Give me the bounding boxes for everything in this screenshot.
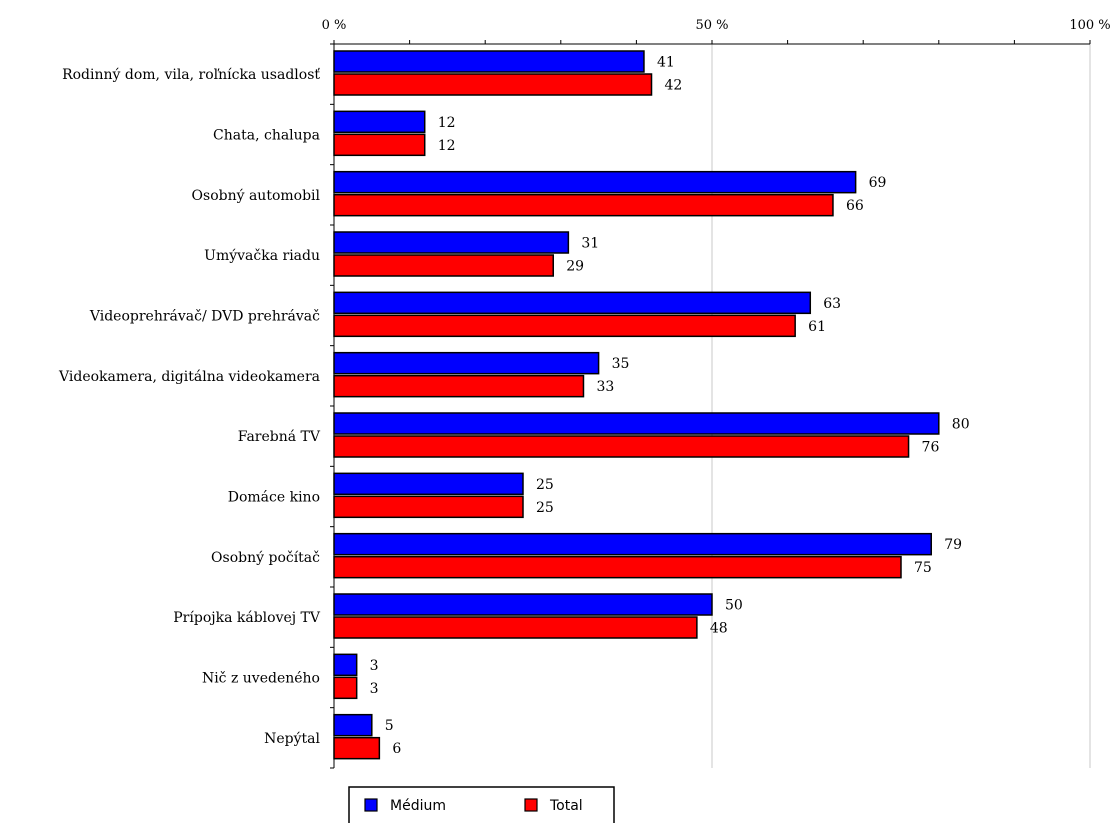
bars bbox=[333, 50, 940, 760]
data-label: 61 bbox=[808, 319, 826, 335]
grid-lines bbox=[711, 44, 1091, 768]
data-label: 69 bbox=[869, 175, 887, 191]
category-label: Rodinný dom, vila, roľnícka usadlosť bbox=[62, 66, 320, 83]
bar-medium bbox=[333, 231, 570, 254]
bar-medium bbox=[333, 110, 426, 134]
category-label: Farebná TV bbox=[238, 429, 321, 445]
category-label: Nič z uvedeného bbox=[202, 671, 320, 687]
data-label: 42 bbox=[665, 78, 683, 94]
bar-total bbox=[333, 736, 381, 760]
category-label: Videokamera, digitálna videokamera bbox=[58, 369, 320, 385]
bar-medium bbox=[333, 351, 600, 375]
bar-medium bbox=[333, 653, 358, 677]
bar-medium bbox=[333, 532, 932, 556]
category-label: Domáce kino bbox=[228, 490, 320, 506]
bar-medium bbox=[333, 50, 645, 73]
category-label: Osobný automobil bbox=[192, 187, 321, 204]
bar-medium bbox=[333, 472, 524, 496]
category-label: Osobný počítač bbox=[211, 549, 320, 566]
legend-swatch-medium bbox=[364, 798, 378, 812]
data-label: 76 bbox=[922, 440, 940, 456]
bar-total bbox=[333, 193, 834, 217]
legend-box bbox=[348, 786, 615, 823]
bar-total bbox=[333, 254, 554, 277]
bar-total bbox=[333, 435, 910, 458]
data-label: 31 bbox=[581, 236, 599, 252]
x-tick-label: 100 % bbox=[1069, 18, 1110, 33]
data-label: 12 bbox=[438, 115, 456, 131]
data-label: 33 bbox=[596, 379, 614, 395]
bar-total bbox=[333, 495, 524, 519]
category-label: Nepýtal bbox=[264, 730, 320, 747]
bar-medium bbox=[333, 291, 812, 315]
bar-total bbox=[333, 616, 698, 639]
data-label: 25 bbox=[536, 477, 554, 493]
category-label: Chata, chalupa bbox=[213, 128, 320, 144]
category-label: Prípojka káblovej TV bbox=[173, 610, 321, 626]
data-label: 48 bbox=[710, 621, 728, 637]
data-label: 6 bbox=[392, 741, 401, 757]
x-tick-label: 0 % bbox=[322, 18, 347, 33]
data-label: 5 bbox=[385, 718, 394, 734]
data-label: 50 bbox=[725, 598, 743, 614]
data-label: 25 bbox=[536, 500, 554, 516]
data-label: 75 bbox=[914, 560, 932, 576]
legend-swatch-total bbox=[524, 798, 538, 812]
data-label: 79 bbox=[944, 537, 962, 553]
bar-medium bbox=[333, 713, 373, 737]
data-label: 80 bbox=[952, 417, 970, 433]
data-label: 41 bbox=[657, 55, 675, 71]
bar-total bbox=[333, 555, 902, 579]
data-label: 63 bbox=[823, 296, 841, 312]
data-label: 3 bbox=[370, 658, 379, 674]
x-tick-label: 50 % bbox=[695, 18, 728, 33]
bar-medium bbox=[333, 593, 713, 616]
category-label: Videoprehrávač/ DVD prehrávač bbox=[89, 309, 320, 325]
data-label: 29 bbox=[566, 259, 584, 275]
axes: 0 % 50 % 100 % bbox=[322, 18, 1111, 769]
data-label: 12 bbox=[438, 138, 456, 154]
legend: Médium Total bbox=[348, 786, 615, 823]
bar-total bbox=[333, 314, 796, 338]
bar-total bbox=[333, 133, 426, 157]
category-label: Umývačka riadu bbox=[204, 247, 320, 264]
data-label: 3 bbox=[370, 681, 379, 697]
labels: Rodinný dom, vila, roľnícka usadlosť 41 42… bbox=[58, 55, 970, 758]
legend-label-total: Total bbox=[549, 798, 583, 814]
bar-medium bbox=[333, 412, 940, 435]
bar-medium bbox=[333, 170, 857, 194]
legend-label-medium: Médium bbox=[390, 798, 446, 814]
bar-total bbox=[333, 73, 653, 96]
bar-total bbox=[333, 374, 585, 398]
data-label: 35 bbox=[612, 356, 630, 372]
data-label: 66 bbox=[846, 198, 864, 214]
bar-total bbox=[333, 676, 358, 700]
